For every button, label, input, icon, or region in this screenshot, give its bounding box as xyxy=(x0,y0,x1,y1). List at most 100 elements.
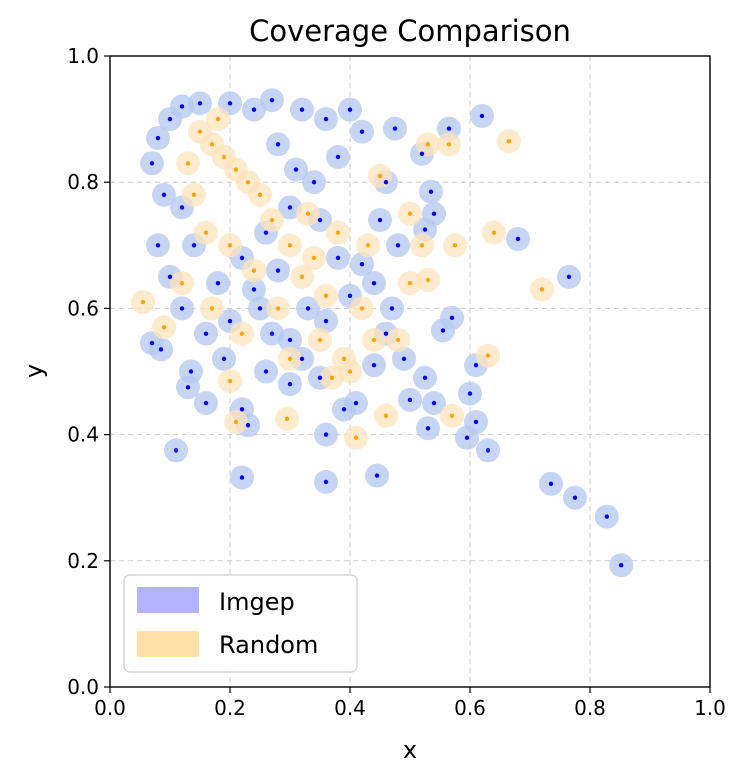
data-point-imgep xyxy=(263,230,269,235)
data-point-imgep xyxy=(464,435,470,440)
data-point-random xyxy=(239,331,245,336)
data-point-imgep xyxy=(239,255,245,261)
data-point-imgep xyxy=(392,126,398,131)
data-point-imgep xyxy=(269,97,275,103)
data-point-random xyxy=(419,243,425,248)
data-point-random xyxy=(329,375,335,381)
data-point-imgep xyxy=(323,116,329,122)
x-tick-label: 0.2 xyxy=(214,696,246,720)
data-point-random xyxy=(179,280,185,286)
data-point-imgep xyxy=(377,217,383,223)
data-point-imgep xyxy=(311,180,317,185)
data-point-random xyxy=(305,211,311,216)
data-point-imgep xyxy=(179,104,185,109)
data-point-imgep xyxy=(269,331,275,336)
data-point-random xyxy=(452,243,458,248)
data-point-random xyxy=(347,369,353,374)
data-point-random xyxy=(425,277,431,283)
data-point-random xyxy=(197,129,203,134)
data-point-imgep xyxy=(422,227,428,232)
data-point-random xyxy=(245,180,251,185)
data-point-imgep xyxy=(275,142,281,147)
data-point-random xyxy=(215,116,221,122)
data-point-random xyxy=(539,287,545,292)
data-point-imgep xyxy=(323,432,329,437)
data-point-imgep xyxy=(425,426,431,431)
data-point-imgep xyxy=(239,407,245,412)
data-point-imgep xyxy=(467,391,473,396)
data-point-random xyxy=(365,243,371,248)
data-point-imgep xyxy=(158,347,164,352)
data-point-imgep xyxy=(167,116,173,122)
data-point-imgep xyxy=(161,192,167,198)
points-layer xyxy=(140,97,624,568)
data-point-imgep xyxy=(227,318,233,324)
data-point-random xyxy=(446,142,452,147)
data-point-imgep xyxy=(251,107,257,112)
chart-title: Coverage Comparison xyxy=(249,14,571,48)
legend-swatch-random xyxy=(137,631,199,657)
data-point-random xyxy=(227,378,233,384)
data-point-imgep xyxy=(263,369,269,374)
data-point-random xyxy=(185,161,191,166)
data-point-random xyxy=(257,192,263,198)
data-point-imgep xyxy=(395,243,401,248)
data-point-imgep xyxy=(353,400,359,406)
legend-label-random: Random xyxy=(219,631,318,659)
data-point-imgep xyxy=(371,280,377,286)
data-point-imgep xyxy=(179,205,185,210)
plot-frame xyxy=(109,55,711,688)
data-point-imgep xyxy=(341,407,347,412)
data-point-imgep xyxy=(287,337,293,343)
data-point-random xyxy=(209,142,215,147)
data-point-imgep xyxy=(275,268,281,273)
data-point-imgep xyxy=(572,495,578,500)
data-point-imgep xyxy=(431,400,437,406)
data-point-random xyxy=(491,230,497,235)
data-point-imgep xyxy=(374,473,380,478)
data-point-random xyxy=(275,306,281,311)
data-point-random xyxy=(359,306,365,311)
data-point-random xyxy=(371,337,377,343)
data-point-imgep xyxy=(359,262,365,267)
data-point-random xyxy=(203,230,209,235)
y-tick-label: 0.4 xyxy=(67,423,99,447)
data-point-imgep xyxy=(473,362,479,368)
data-point-imgep xyxy=(221,356,227,362)
data-point-imgep xyxy=(317,375,323,381)
data-point-imgep xyxy=(215,280,221,286)
data-point-imgep xyxy=(155,243,161,248)
axis-ticks: 0.0 0.2 0.4 0.6 0.8 1.0 0.0 0.2 0.4 0.6 0.8 1.0 xyxy=(67,44,726,720)
data-point-imgep xyxy=(479,113,485,119)
data-point-imgep xyxy=(446,126,452,131)
data-point-random xyxy=(383,413,389,418)
data-point-imgep xyxy=(419,151,425,157)
data-point-random xyxy=(317,337,323,343)
data-point-random xyxy=(323,293,329,298)
data-point-imgep xyxy=(359,129,365,134)
data-point-random xyxy=(341,356,347,362)
data-point-random xyxy=(299,274,305,280)
x-tick-label: 0.8 xyxy=(574,696,606,720)
data-point-imgep xyxy=(197,101,203,106)
data-point-random xyxy=(335,230,341,235)
data-point-random xyxy=(287,243,293,248)
y-tick-label: 0.2 xyxy=(67,549,99,573)
y-tick-label: 1.0 xyxy=(67,44,99,68)
data-point-random xyxy=(284,416,290,422)
x-tick-label: 0.0 xyxy=(94,696,126,720)
data-point-imgep xyxy=(149,161,155,166)
data-point-random xyxy=(287,356,293,362)
data-point-imgep xyxy=(440,328,446,333)
data-point-imgep xyxy=(245,422,251,428)
data-point-imgep xyxy=(251,287,257,292)
data-point-imgep xyxy=(239,475,245,480)
data-point-imgep xyxy=(287,205,293,210)
data-point-imgep xyxy=(428,189,434,194)
data-point-imgep xyxy=(323,479,329,485)
data-point-imgep xyxy=(191,243,197,248)
data-point-random xyxy=(233,167,239,172)
y-tick-label: 0.6 xyxy=(67,296,99,320)
data-point-random xyxy=(221,154,227,160)
data-point-imgep xyxy=(449,315,455,321)
